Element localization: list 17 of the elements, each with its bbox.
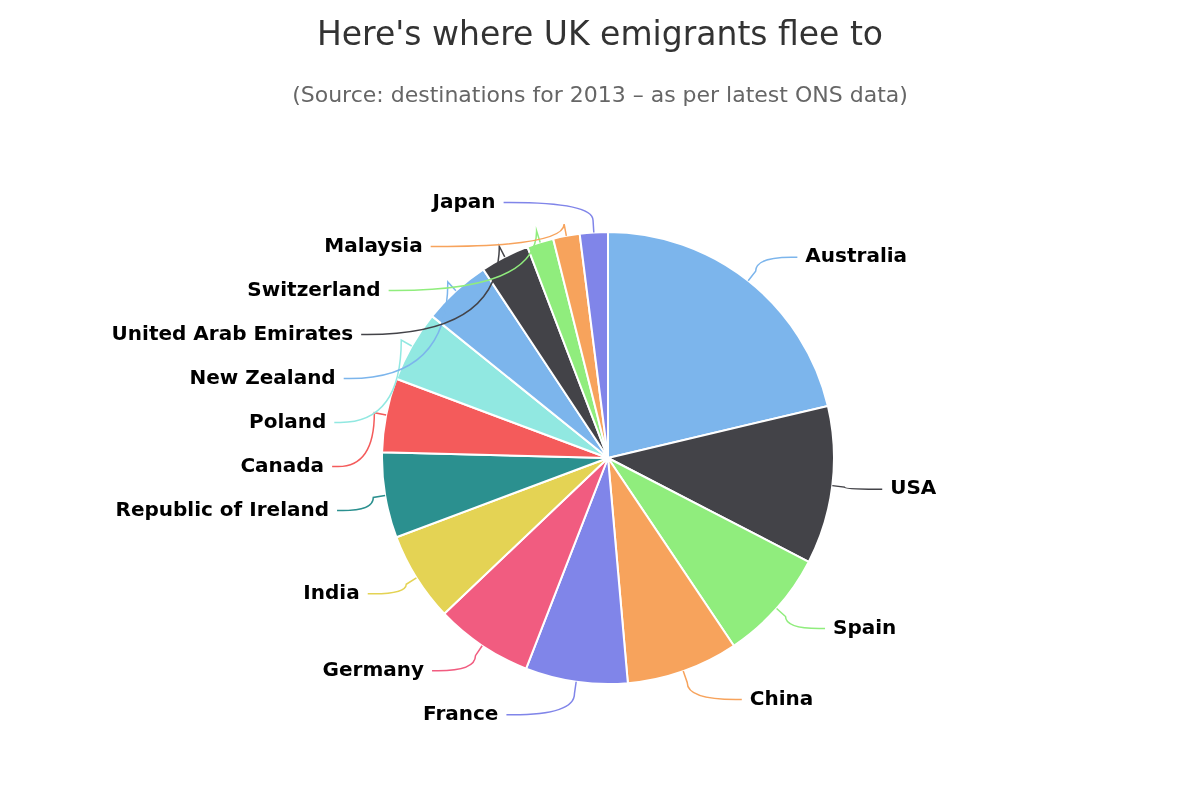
slice-label: Poland <box>248 408 327 433</box>
slice-label: Canada <box>240 452 325 477</box>
slice-label: USA <box>890 475 937 500</box>
slice-label: China <box>749 685 814 710</box>
slice-label: Switzerland <box>247 276 381 301</box>
slice-label: Germany <box>322 656 425 681</box>
slice-label: France <box>423 700 499 725</box>
chart-subtitle: (Source: destinations for 2013 – as per latest ONS data) <box>291 82 909 107</box>
slice-label: Republic of Ireland <box>115 496 330 521</box>
slice-label: Malaysia <box>324 232 423 257</box>
slice-label: New Zealand <box>189 364 336 389</box>
slice-label: Australia <box>805 243 908 268</box>
slice-label: India <box>303 580 360 605</box>
slice-label: United Arab Emirates <box>111 320 354 345</box>
slice-label: Spain <box>833 614 897 639</box>
chart-title: Here's where UK emigrants flee to <box>315 14 884 53</box>
slice-label: Japan <box>430 188 496 213</box>
